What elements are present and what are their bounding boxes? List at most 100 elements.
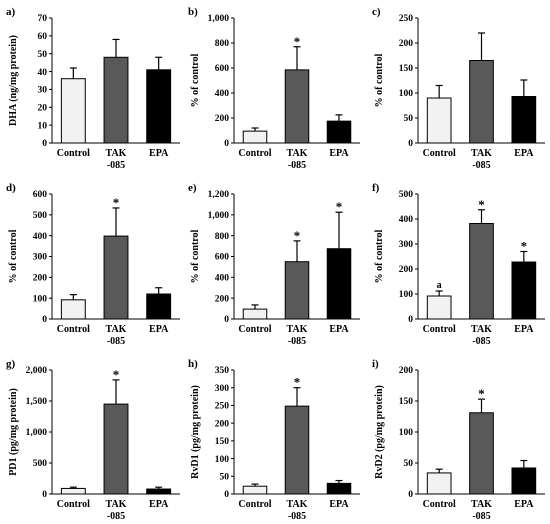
y-tick-label: 200 [399, 366, 414, 376]
bar-epa [146, 293, 172, 320]
y-tick-label: 400 [215, 89, 230, 99]
panel-label: a) [6, 6, 16, 18]
bar-tak [103, 235, 129, 320]
category-label: Control [423, 324, 456, 335]
y-tick-label: 70 [38, 14, 48, 24]
bar-tak [284, 69, 310, 144]
y-tick-label: 150 [399, 397, 414, 407]
y-axis-label: % of control [374, 229, 385, 283]
y-axis-label: PD1 (pg/mg protein) [8, 388, 19, 476]
y-tick-label: 1,000 [208, 14, 230, 24]
panel-g: g) PD1 (pg/mg protein) 0 500 1,000 1,500 2,000… [6, 358, 180, 522]
y-tick-label: 0 [42, 139, 47, 149]
category-label: EPA [514, 324, 534, 335]
bar-tak [103, 56, 129, 144]
y-tick-label: 350 [215, 366, 230, 376]
bar-tak [469, 412, 494, 495]
y-tick-label: 200 [399, 39, 414, 49]
bar-control [242, 485, 268, 495]
category-sublabel: -085 [472, 160, 490, 171]
category-label: Control [423, 148, 456, 159]
y-tick-label: 0 [224, 139, 229, 149]
y-tick-label: 200 [215, 419, 230, 429]
category-label: Control [238, 499, 271, 510]
category-label: TAK [471, 324, 492, 335]
y-axis-label: % of control [374, 53, 385, 107]
y-tick-label: 800 [215, 232, 230, 242]
panel-label: g) [6, 358, 16, 370]
y-tick-label: 0 [408, 139, 413, 149]
bar-control [60, 487, 86, 495]
y-tick-label: 0 [42, 315, 47, 325]
panel-i: i) RvD2 (pg/mg protein) 0 50 100 150 200 Contro… [372, 358, 545, 522]
bar-tak [469, 60, 494, 144]
bar-epa [326, 120, 352, 144]
category-sublabel: -085 [472, 336, 490, 347]
category-label: TAK [471, 499, 492, 510]
category-label: EPA [514, 148, 534, 159]
y-tick-label: 0 [408, 490, 413, 500]
y-tick-label: 100 [399, 89, 414, 99]
significance-asterisk: * [294, 34, 301, 49]
panel-label: c) [372, 6, 381, 18]
panel-b: b) % of control 0 200 400 600 800 1,000 Control *… [188, 6, 360, 171]
y-tick-label: 0 [408, 315, 413, 325]
category-label: EPA [149, 499, 169, 510]
y-tick-label: 1,000 [208, 211, 230, 221]
panel-label: e) [188, 182, 197, 194]
panel-a: a) DHA (ng/mg protein) 0 10 20 30 40 50 60 70 Cont… [6, 6, 180, 171]
category-sublabel: -085 [288, 336, 306, 347]
significance-asterisk: * [336, 199, 343, 214]
y-axis-label: % of control [8, 229, 19, 283]
y-tick-label: 100 [33, 294, 48, 304]
category-label: Control [57, 148, 90, 159]
bar-tak [469, 223, 494, 320]
bar-tak [284, 405, 310, 495]
category-label: Control [238, 324, 271, 335]
significance-asterisk: * [478, 386, 485, 401]
y-tick-label: 10 [38, 121, 48, 131]
category-label: TAK [471, 148, 492, 159]
category-sublabel: -085 [472, 511, 490, 522]
y-tick-label: 800 [215, 39, 230, 49]
y-tick-label: 200 [33, 274, 48, 284]
y-tick-label: 250 [399, 14, 414, 24]
y-tick-label: 30 [38, 86, 48, 96]
y-axis-label: % of control [190, 53, 201, 107]
bar-epa [326, 248, 352, 320]
panel-label: f) [372, 182, 380, 194]
y-tick-label: 300 [215, 384, 230, 394]
y-tick-label: 300 [33, 253, 48, 263]
significance-asterisk: * [478, 197, 485, 212]
significance-asterisk: * [294, 375, 301, 390]
y-tick-label: 300 [399, 240, 414, 250]
bar-tak [284, 261, 310, 320]
y-tick-label: 100 [399, 290, 414, 300]
y-tick-label: 1,500 [26, 397, 48, 407]
category-label: Control [57, 499, 90, 510]
y-tick-label: 400 [215, 274, 230, 284]
significance-asterisk: * [113, 367, 120, 382]
category-sublabel: -085 [288, 160, 306, 171]
bar-control [242, 308, 268, 320]
category-label: EPA [149, 148, 169, 159]
y-tick-label: 50 [220, 472, 230, 482]
y-tick-label: 150 [215, 437, 230, 447]
category-sublabel: -085 [107, 336, 125, 347]
panel-c: c) % of control 0 50 100 150 200 250 Control TAK-… [372, 6, 545, 171]
bar-epa [511, 96, 537, 144]
y-tick-label: 0 [224, 315, 229, 325]
y-tick-label: 0 [224, 490, 229, 500]
bar-control [426, 472, 452, 495]
y-axis-label: RvD2 (pg/mg protein) [374, 385, 385, 479]
panel-d: d) % of control 0 100 200 300 400 500 600 Control… [6, 182, 180, 347]
bar-control [426, 97, 452, 144]
category-label: TAK [287, 499, 308, 510]
bar-control [60, 78, 86, 144]
y-tick-label: 60 [38, 32, 48, 42]
y-tick-label: 1,200 [208, 190, 230, 200]
bar-control [60, 299, 86, 320]
panel-e: e) % of control 0 200 400 600 800 1,000 1,200 Con… [188, 182, 360, 347]
category-label: EPA [329, 148, 349, 159]
